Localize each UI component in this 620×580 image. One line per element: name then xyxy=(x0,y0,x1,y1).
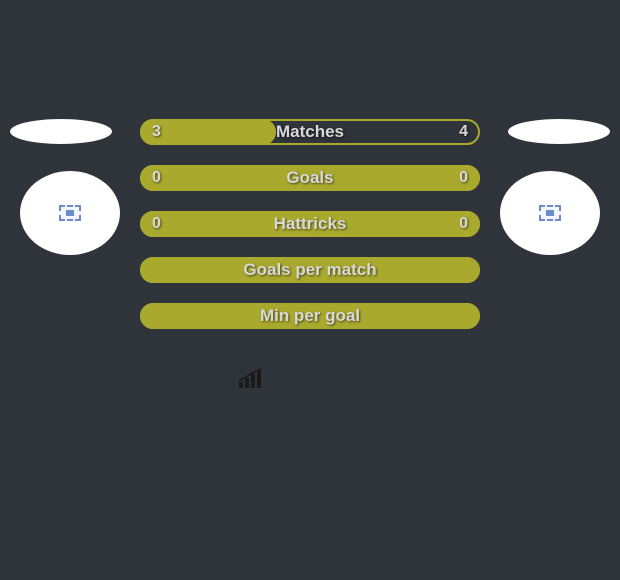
stat-label: Goals xyxy=(140,165,480,191)
stat-row: 0 Hattricks 0 xyxy=(140,211,480,237)
stat-label: Goals per match xyxy=(140,257,480,283)
stat-row: 0 Goals 0 xyxy=(140,165,480,191)
stat-label: Hattricks xyxy=(140,211,480,237)
stat-right-value: 4 xyxy=(459,119,468,145)
stat-row: 3 Matches 4 xyxy=(140,119,480,145)
stat-right-value: 0 xyxy=(459,211,468,237)
stat-label: Min per goal xyxy=(140,303,480,329)
flag-right xyxy=(508,119,610,144)
club-logo-left xyxy=(20,171,120,255)
bar-chart-icon xyxy=(237,368,265,390)
stat-label: Matches xyxy=(140,119,480,145)
club-logo-right xyxy=(500,171,600,255)
placeholder-badge-icon xyxy=(59,205,81,221)
stat-row: Goals per match xyxy=(140,257,480,283)
stat-right-value: 0 xyxy=(459,165,468,191)
flag-left xyxy=(10,119,112,144)
stat-bars: 3 Matches 4 0 Goals 0 0 Hattricks 0 Goal… xyxy=(140,119,480,329)
placeholder-badge-icon xyxy=(539,205,561,221)
stat-row: Min per goal xyxy=(140,303,480,329)
stats-area: 3 Matches 4 0 Goals 0 0 Hattricks 0 Goal… xyxy=(0,119,620,339)
